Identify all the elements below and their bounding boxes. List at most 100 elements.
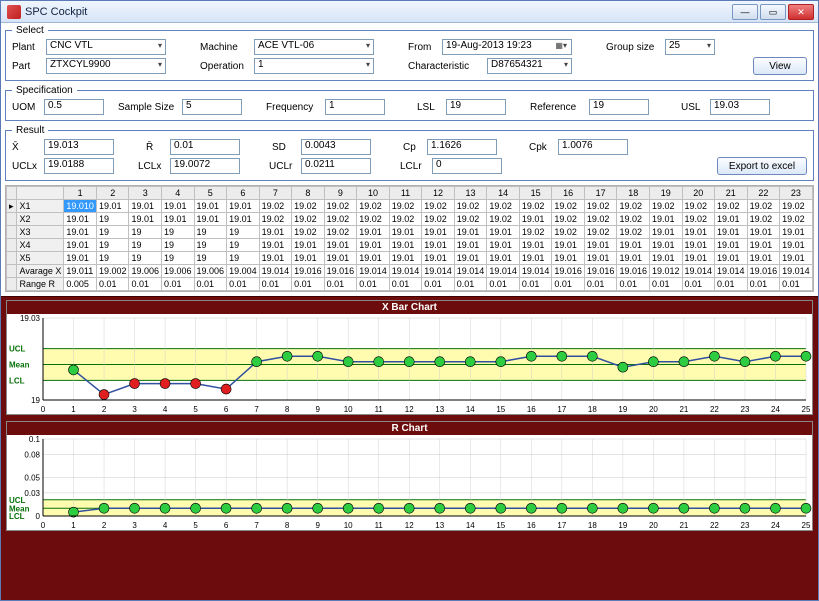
- svg-text:15: 15: [496, 405, 505, 414]
- svg-text:22: 22: [710, 405, 719, 414]
- part-label: Part: [12, 61, 42, 72]
- svg-text:9: 9: [315, 405, 320, 414]
- svg-text:0.1: 0.1: [29, 435, 41, 444]
- svg-text:4: 4: [163, 521, 168, 530]
- view-button[interactable]: View: [753, 57, 807, 75]
- cpk-label: Cpk: [529, 142, 554, 153]
- r-field[interactable]: 0.01: [170, 139, 240, 155]
- svg-text:19: 19: [618, 405, 627, 414]
- from-date[interactable]: 19-Aug-2013 19:23: [442, 39, 572, 55]
- x-label: X̄: [12, 142, 40, 153]
- window-title: SPC Cockpit: [25, 6, 87, 18]
- close-button[interactable]: ✕: [788, 4, 814, 20]
- xbar-chart-box: X Bar Chart 1919.03UCLMeanLCL01234567891…: [6, 300, 813, 415]
- xbar-chart: 1919.03UCLMeanLCL01234567891011121314151…: [7, 314, 812, 414]
- svg-text:0: 0: [41, 405, 46, 414]
- svg-text:17: 17: [557, 405, 566, 414]
- lclr-field[interactable]: 0: [432, 158, 502, 174]
- svg-text:2: 2: [102, 405, 107, 414]
- lclr-label: LCLr: [400, 161, 428, 172]
- svg-text:15: 15: [496, 521, 505, 530]
- svg-text:12: 12: [405, 521, 414, 530]
- data-grid-wrap: 1234567891011121314151617181920212223242…: [5, 185, 814, 292]
- r-chart-box: R Chart 00.030.050.080.1UCLMeanLCL012345…: [6, 421, 813, 531]
- svg-text:17: 17: [557, 521, 566, 530]
- lclx-field[interactable]: 19.0072: [170, 158, 240, 174]
- cp-label: Cp: [403, 142, 423, 153]
- group-select[interactable]: 25: [665, 39, 715, 55]
- svg-text:6: 6: [224, 521, 229, 530]
- ref-field[interactable]: 19: [589, 99, 649, 115]
- x-field[interactable]: 19.013: [44, 139, 114, 155]
- svg-text:23: 23: [741, 521, 750, 530]
- usl-field[interactable]: 19.03: [710, 99, 770, 115]
- app-icon: [7, 5, 21, 19]
- maximize-button[interactable]: ▭: [760, 4, 786, 20]
- svg-text:19.03: 19.03: [20, 314, 41, 323]
- uclr-label: UCLr: [269, 161, 297, 172]
- svg-text:24: 24: [771, 521, 780, 530]
- svg-text:0.08: 0.08: [24, 450, 40, 459]
- svg-text:14: 14: [466, 521, 475, 530]
- uclx-label: UCLx: [12, 161, 40, 172]
- ref-label: Reference: [530, 102, 585, 113]
- uclx-field[interactable]: 19.0188: [44, 158, 114, 174]
- group-label: Group size: [606, 42, 661, 53]
- svg-text:10: 10: [344, 521, 353, 530]
- chart-area: X Bar Chart 1919.03UCLMeanLCL01234567891…: [1, 296, 818, 600]
- r-chart: 00.030.050.080.1UCLMeanLCL01234567891011…: [7, 435, 812, 530]
- spc-window: SPC Cockpit — ▭ ✕ Select Plant CNC VTL M…: [0, 0, 819, 601]
- minimize-button[interactable]: —: [732, 4, 758, 20]
- machine-label: Machine: [200, 42, 250, 53]
- svg-text:LCL: LCL: [9, 512, 25, 521]
- svg-text:6: 6: [224, 405, 229, 414]
- operation-label: Operation: [200, 61, 250, 72]
- svg-text:0: 0: [36, 512, 41, 521]
- cp-field[interactable]: 1.1626: [427, 139, 497, 155]
- svg-text:4: 4: [163, 405, 168, 414]
- svg-text:25: 25: [802, 521, 811, 530]
- characteristic-select[interactable]: D87654321: [487, 58, 572, 74]
- svg-text:11: 11: [375, 521, 384, 530]
- svg-text:12: 12: [405, 405, 414, 414]
- svg-text:22: 22: [710, 521, 719, 530]
- freq-field[interactable]: 1: [325, 99, 385, 115]
- r-chart-title: R Chart: [7, 422, 812, 435]
- svg-text:1: 1: [71, 521, 76, 530]
- data-grid[interactable]: 1234567891011121314151617181920212223242…: [6, 186, 814, 291]
- part-select[interactable]: ZTXCYL9900: [46, 58, 166, 74]
- titlebar: SPC Cockpit — ▭ ✕: [1, 1, 818, 23]
- freq-label: Frequency: [266, 102, 321, 113]
- uclr-field[interactable]: 0.0211: [301, 158, 371, 174]
- svg-text:16: 16: [527, 521, 536, 530]
- plant-select[interactable]: CNC VTL: [46, 39, 166, 55]
- machine-select[interactable]: ACE VTL-06: [254, 39, 374, 55]
- sample-field[interactable]: 5: [182, 99, 242, 115]
- svg-text:19: 19: [618, 521, 627, 530]
- spec-group: Specification UOM 0.5 Sample Size 5 Freq…: [5, 85, 814, 121]
- lclx-label: LCLx: [138, 161, 166, 172]
- xbar-chart-title: X Bar Chart: [7, 301, 812, 314]
- export-button[interactable]: Export to excel: [717, 157, 807, 175]
- cpk-field[interactable]: 1.0076: [558, 139, 628, 155]
- svg-text:18: 18: [588, 521, 597, 530]
- plant-label: Plant: [12, 42, 42, 53]
- svg-text:8: 8: [285, 405, 290, 414]
- svg-text:8: 8: [285, 521, 290, 530]
- sample-label: Sample Size: [118, 102, 178, 113]
- svg-text:5: 5: [193, 405, 198, 414]
- select-group: Select Plant CNC VTL Machine ACE VTL-06 …: [5, 25, 814, 81]
- svg-text:3: 3: [132, 405, 137, 414]
- lsl-field[interactable]: 19: [446, 99, 506, 115]
- sd-field[interactable]: 0.0043: [301, 139, 371, 155]
- svg-text:Mean: Mean: [9, 360, 30, 369]
- uom-field[interactable]: 0.5: [44, 99, 104, 115]
- svg-text:0.03: 0.03: [24, 489, 40, 498]
- operation-select[interactable]: 1: [254, 58, 374, 74]
- svg-text:UCL: UCL: [9, 345, 26, 354]
- svg-text:20: 20: [649, 521, 658, 530]
- svg-text:24: 24: [771, 405, 780, 414]
- svg-text:13: 13: [435, 521, 444, 530]
- svg-text:2: 2: [102, 521, 107, 530]
- svg-text:14: 14: [466, 405, 475, 414]
